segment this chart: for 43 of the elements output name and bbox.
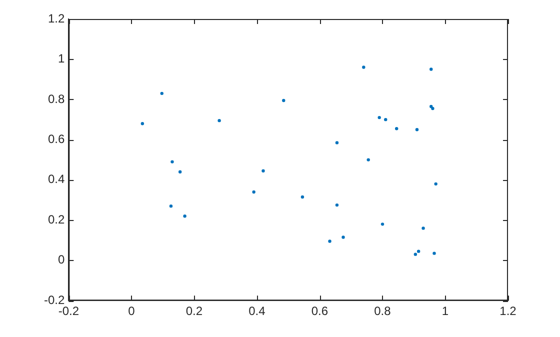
point (160, 92, 164, 96)
y-tick-label: 1 (58, 52, 65, 66)
point (328, 240, 332, 243)
point (178, 170, 182, 174)
y-tick-label: 0.6 (48, 132, 65, 146)
point (169, 204, 173, 208)
point (414, 252, 418, 256)
x-tick-label: 0.4 (248, 304, 266, 318)
point (262, 169, 265, 172)
x-tick-label: 0.2 (186, 304, 203, 318)
y-tick-label: 1.2 (48, 11, 65, 26)
point (380, 222, 384, 226)
point (183, 214, 186, 218)
y-tick-label: 0.8 (48, 92, 65, 106)
point (300, 195, 304, 199)
point (342, 236, 345, 239)
point (378, 116, 381, 120)
y-tick-label: 0 (58, 252, 65, 267)
y-tick-label: 0.2 (48, 212, 65, 226)
point (282, 98, 286, 102)
point (362, 66, 366, 69)
point (422, 226, 425, 230)
point (140, 122, 144, 126)
point (170, 160, 174, 164)
point (384, 118, 388, 122)
x-tick-label: 0 (128, 304, 136, 318)
point (335, 203, 339, 207)
x-tick-label: 0.6 (311, 304, 328, 318)
point (395, 127, 398, 130)
point (252, 190, 256, 194)
point (432, 252, 436, 255)
point (218, 118, 221, 122)
point (416, 250, 420, 253)
point (335, 141, 339, 144)
x-tick-label: 1.2 (500, 304, 517, 318)
x-tick-label: 1 (442, 304, 449, 318)
point (415, 128, 419, 132)
x-tick-label: 0.8 (374, 304, 392, 318)
y-tick-label: -0.2 (44, 292, 65, 307)
point (434, 182, 438, 186)
point (430, 68, 433, 71)
y-tick-label: 0.4 (48, 172, 65, 186)
point (366, 158, 370, 162)
